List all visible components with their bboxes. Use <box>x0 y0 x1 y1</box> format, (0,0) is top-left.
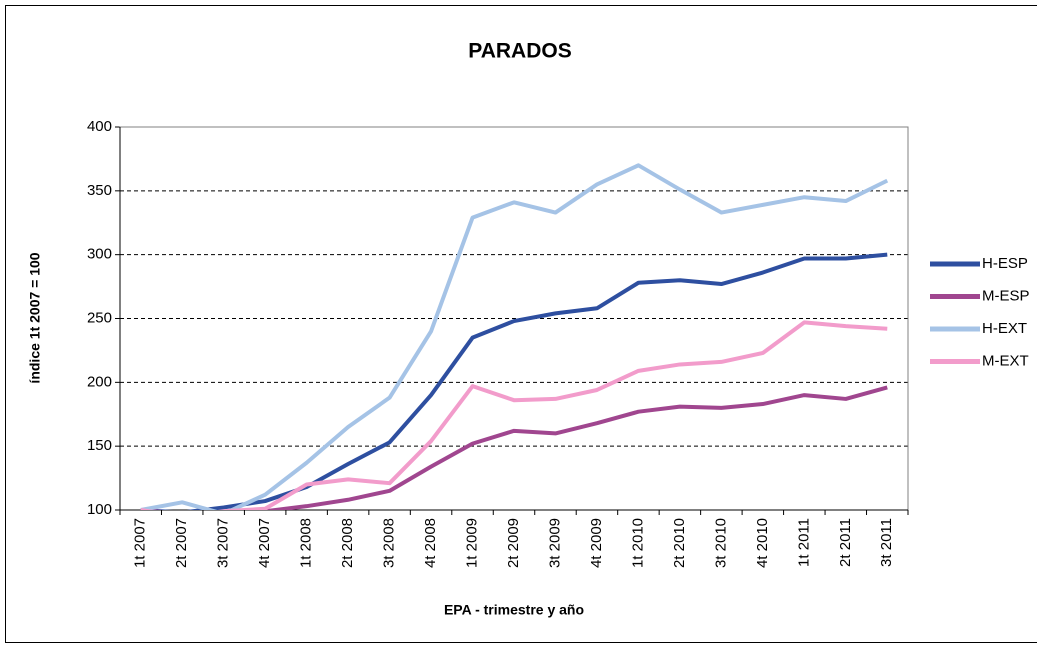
x-tick-label: 4t 2009 <box>588 518 605 568</box>
x-tick-label: 1t 2008 <box>298 518 315 568</box>
y-tick-label: 100 <box>87 501 112 518</box>
x-tick-label: 3t 2007 <box>215 518 232 568</box>
x-tick-label: 1t 2007 <box>132 518 149 568</box>
x-tick-label: 3t 2009 <box>546 518 563 568</box>
x-tick-label: 1t 2009 <box>463 518 480 568</box>
y-axis-label: índice 1t 2007 = 100 <box>27 252 43 383</box>
x-axis-label: EPA - trimestre y año <box>444 602 584 618</box>
x-tick-label: 2t 2008 <box>339 518 356 568</box>
y-tick-label: 300 <box>87 246 112 263</box>
series-line <box>140 252 888 510</box>
x-tick-label: 1t 2011 <box>795 518 812 567</box>
legend-label: M-ESP <box>982 287 1030 304</box>
chart-title: PARADOS <box>468 40 571 63</box>
legend-label: H-ESP <box>982 255 1028 272</box>
x-tick-label: 2t 2010 <box>671 518 688 568</box>
x-tick-label: 3t 2010 <box>712 518 729 568</box>
series-group <box>140 163 889 510</box>
x-tick-label: 4t 2007 <box>256 518 273 568</box>
x-tick-label: 4t 2010 <box>754 518 771 568</box>
series-line <box>140 385 888 510</box>
y-tick-label: 200 <box>87 373 112 390</box>
legend-label: H-EXT <box>982 320 1027 337</box>
x-tick-label: 3t 2011 <box>878 518 895 567</box>
chart-border <box>5 5 1037 643</box>
series-line <box>140 163 889 510</box>
x-tick-label: 4t 2008 <box>422 518 439 568</box>
y-tick-label: 150 <box>87 437 112 454</box>
y-tick-label: 350 <box>87 182 112 199</box>
x-tick-label: 2t 2007 <box>173 518 190 568</box>
x-tick-label: 1t 2010 <box>629 518 646 568</box>
legend-label: M-EXT <box>982 352 1029 369</box>
series-line <box>140 320 888 510</box>
x-tick-label: 2t 2011 <box>837 518 854 567</box>
y-tick-label: 250 <box>87 309 112 326</box>
x-tick-label: 2t 2009 <box>505 518 522 568</box>
x-tick-label: 3t 2008 <box>381 518 398 568</box>
y-tick-label: 400 <box>87 118 112 135</box>
